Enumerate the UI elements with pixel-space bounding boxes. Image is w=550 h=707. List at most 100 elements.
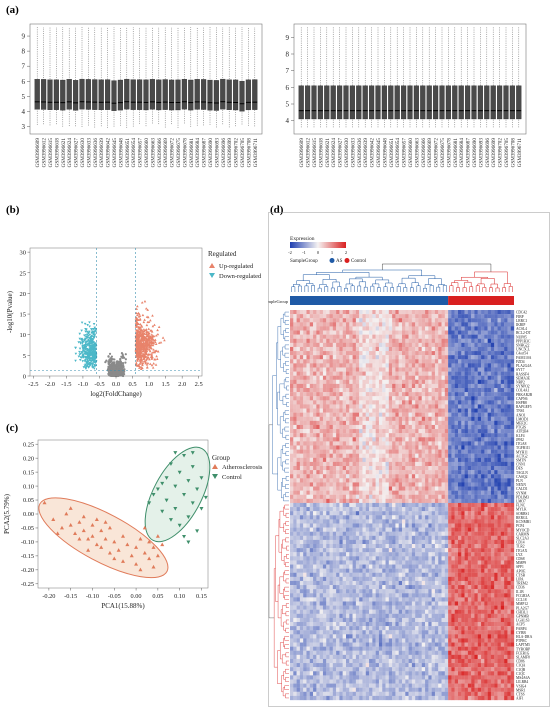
heatmap-cell (415, 383, 419, 389)
heatmap-cell (342, 420, 347, 426)
box (311, 85, 317, 120)
heatmap-cell (418, 355, 422, 360)
heatmap-cell (303, 342, 307, 348)
down-point (81, 360, 85, 363)
heatmap-cell (293, 375, 297, 380)
box (47, 79, 53, 110)
heatmap-cell (464, 396, 469, 401)
heatmap-cell (474, 400, 478, 405)
heatmap-cell (385, 420, 389, 426)
heatmap-cell (316, 433, 320, 438)
heatmap-cell (349, 457, 353, 463)
control-column-dendrogram (480, 278, 495, 285)
heatmap-cell (319, 392, 324, 397)
heatmap-cell (411, 449, 416, 454)
heatmap-cell (392, 338, 396, 343)
heatmap-cell (431, 424, 436, 430)
y-tick-label: 25 (20, 270, 27, 277)
heatmap-cell (398, 445, 403, 450)
heatmap-cell (293, 412, 297, 417)
heatmap-cell (490, 453, 495, 458)
heatmap-cell (402, 355, 406, 360)
heatmap-cell (458, 314, 462, 319)
heatmap-cell (299, 408, 304, 413)
heatmap-cell (290, 429, 294, 434)
up-point (155, 357, 159, 360)
heatmap-cell (382, 404, 386, 409)
heatmap-cell (454, 334, 459, 339)
heatmap-cell (306, 379, 310, 385)
heatmap-cell (375, 359, 380, 364)
heatmap-cell (395, 429, 399, 434)
heatmap-cell (402, 318, 406, 323)
heatmap-cell (415, 441, 419, 446)
heatmap-cell (458, 318, 462, 323)
heatmap-cell (464, 433, 469, 438)
heatmap-cell (339, 314, 343, 319)
heatmap-cell (471, 359, 475, 364)
up-point (136, 335, 139, 339)
heatmap-cell (474, 351, 478, 356)
heatmap-cell (290, 375, 294, 380)
heatmap-cell (290, 334, 294, 339)
heatmap-cell (372, 412, 376, 417)
control-column-dendrogram (495, 287, 500, 292)
up-point (138, 362, 142, 365)
heatmap-cell (303, 433, 307, 438)
sample-label: GSM3996693 (214, 138, 220, 168)
heatmap-cell (408, 400, 413, 405)
heatmap-cell (428, 429, 432, 434)
heatmap-cell (438, 334, 442, 339)
up-point (136, 313, 139, 317)
heatmap-cell (352, 392, 357, 397)
heatmap-cell (451, 310, 455, 315)
sample-label: GSM3996678 (182, 138, 188, 168)
heatmap-cell (293, 400, 297, 405)
heatmap-cell (322, 334, 327, 339)
up-point (141, 361, 145, 364)
heatmap-cell (352, 310, 357, 315)
heatmap-cell (448, 404, 452, 409)
heatmap-cell (382, 449, 386, 454)
heatmap-cell (359, 351, 363, 356)
heatmap-cell (494, 424, 498, 430)
heatmap-cell (438, 310, 442, 315)
heatmap-cell (388, 449, 393, 454)
heatmap-cell (332, 412, 337, 417)
heatmap-cell (309, 437, 314, 442)
heatmap-cell (385, 412, 389, 417)
heatmap-cell (293, 404, 297, 409)
heatmap-cell (458, 338, 462, 343)
heatmap-cell (441, 330, 445, 335)
heatmap-cell (507, 424, 511, 430)
heatmap-cell (464, 342, 469, 348)
heatmap-cell (494, 375, 498, 380)
heatmap-cell (339, 359, 343, 364)
heatmap-cell (425, 314, 429, 319)
heatmap-cell (477, 346, 482, 352)
atherosclerosis-point (99, 545, 104, 549)
heatmap-cell (464, 392, 469, 397)
heatmap-cell (415, 326, 419, 331)
heatmap-cell (421, 346, 426, 352)
heatmap-cell (322, 392, 327, 397)
heatmap-cell (474, 416, 478, 421)
heatmap-cell (405, 314, 409, 319)
up-point (141, 313, 145, 317)
heatmap-cell (332, 346, 337, 352)
heatmap-cell (494, 429, 498, 434)
heatmap-cell (322, 449, 327, 454)
down-point (84, 367, 88, 370)
box (458, 85, 464, 120)
heatmap-cell (481, 371, 485, 376)
color-scale-bar (290, 242, 346, 248)
heatmap-cell (458, 363, 462, 368)
heatmap-cell (507, 441, 511, 446)
heatmap-cell (299, 404, 304, 409)
heatmap-cell (395, 351, 399, 356)
heatmap-cell (313, 330, 317, 335)
atherosclerosis-ellipse (38, 497, 169, 579)
heatmap-cell (507, 457, 511, 463)
heatmap-cell (438, 445, 442, 450)
heatmap-cell (487, 379, 492, 385)
